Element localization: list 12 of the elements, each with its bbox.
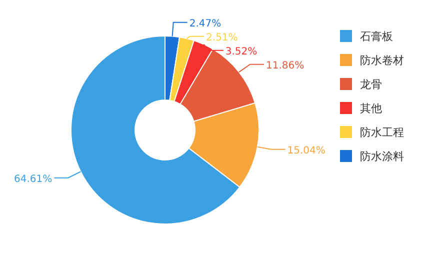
legend-label: 其他 <box>360 102 382 115</box>
legend-label: 防水卷材 <box>360 54 404 67</box>
data-label: 3.52% <box>225 46 258 58</box>
legend-label: 防水工程 <box>360 126 404 139</box>
legend-label: 防水涂料 <box>360 150 404 163</box>
data-label: 15.04% <box>287 145 326 156</box>
data-label: 2.51% <box>206 32 238 44</box>
legend-label: 龙骨 <box>360 78 382 91</box>
data-label: 11.86% <box>266 60 304 72</box>
data-label: 2.47% <box>189 18 222 30</box>
data-label: 64.61% <box>14 174 52 185</box>
legend-label: 石膏板 <box>360 30 393 43</box>
